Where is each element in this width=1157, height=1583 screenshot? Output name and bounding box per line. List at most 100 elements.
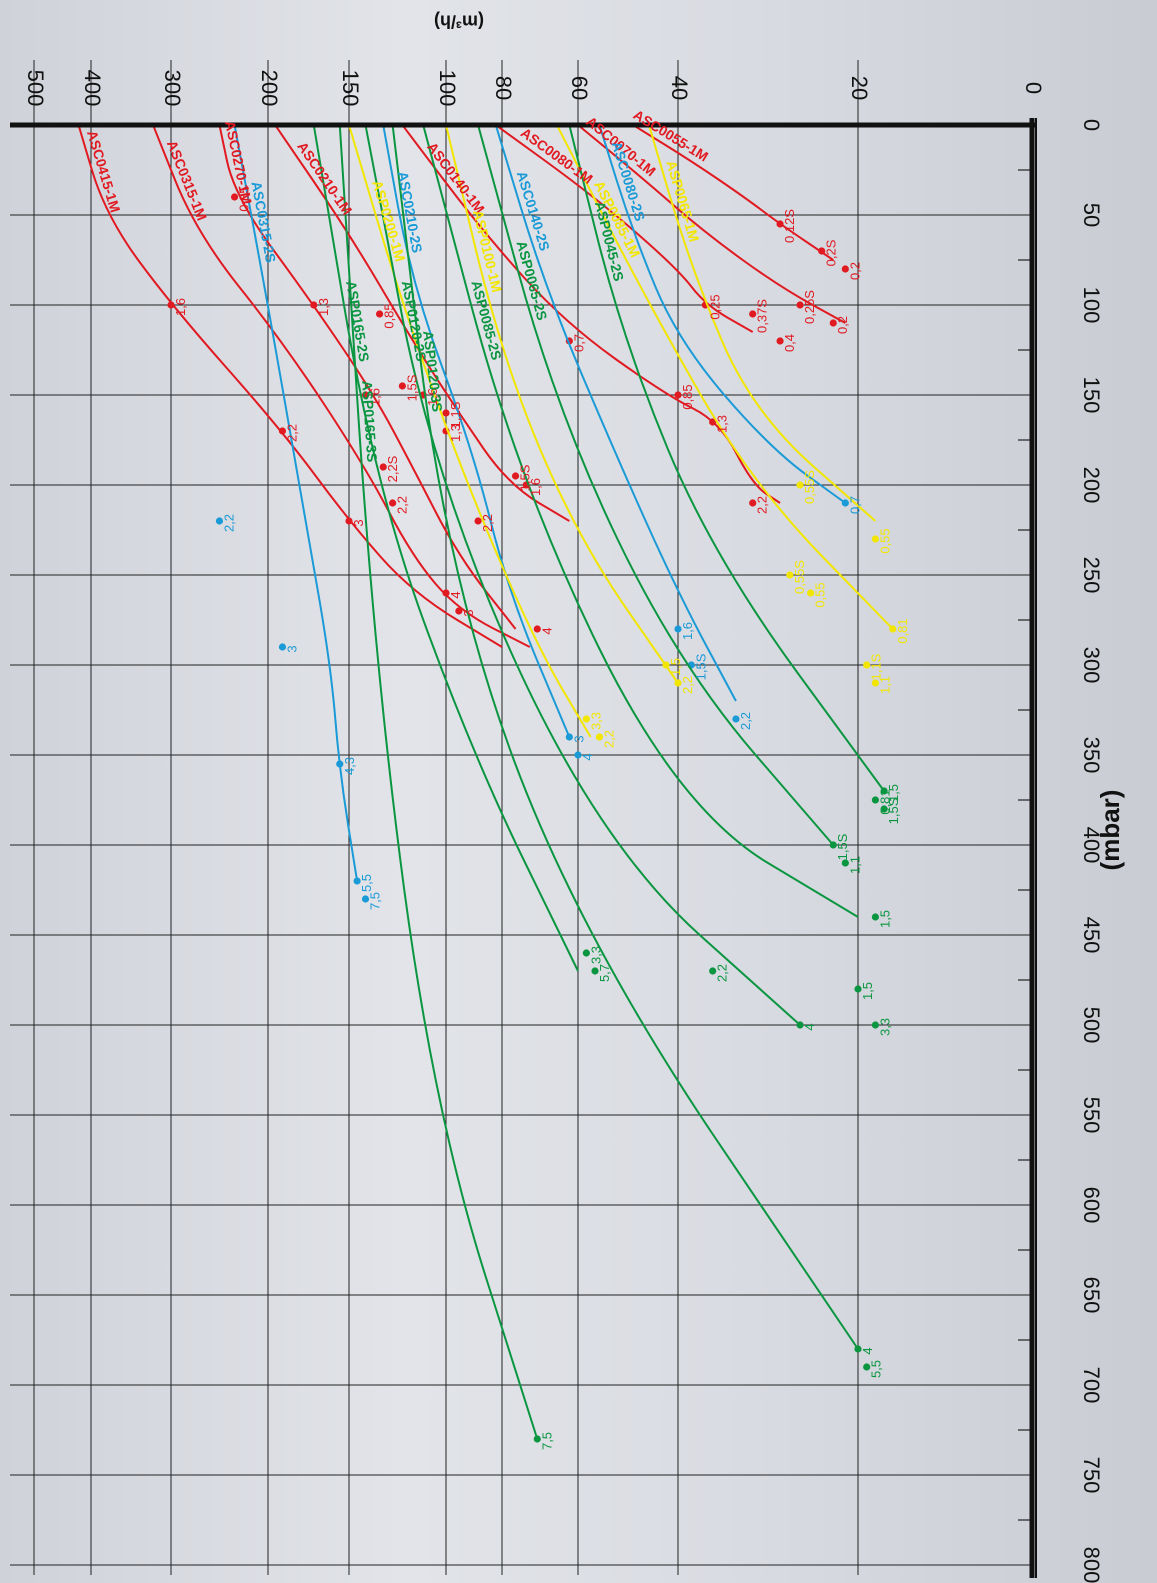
data-point: [278, 643, 287, 651]
data-point: [818, 247, 826, 255]
data-point: [841, 265, 849, 273]
data-point: [807, 589, 815, 597]
data-point: [863, 1363, 871, 1371]
data-point: [375, 310, 384, 318]
data-label: 0,7: [571, 334, 586, 352]
x-tick-label: 500: [1079, 1007, 1104, 1044]
data-point: [776, 337, 784, 345]
data-label: 2,2: [480, 514, 495, 532]
data-point: [574, 751, 582, 759]
data-label: 0,4: [782, 334, 797, 352]
data-label: 1,5S: [518, 464, 533, 491]
y-tick-label: 20: [847, 76, 872, 100]
series-line: [312, 124, 579, 972]
data-label: 3: [461, 609, 476, 616]
data-label: 0,37S: [755, 299, 770, 333]
data-label: 4: [860, 1347, 875, 1354]
curves: [77, 124, 897, 1443]
series-line: [445, 124, 679, 684]
series-line: [598, 124, 846, 504]
x-tick-label: 600: [1079, 1187, 1104, 1224]
data-point: [889, 625, 897, 633]
data-label: 1,5: [886, 784, 901, 802]
x-tick-label: 0: [1079, 119, 1104, 131]
data-label: 5,5: [869, 1360, 884, 1378]
axes: 0501001502002503003504004505005506006507…: [10, 70, 1104, 1583]
x-tick-label: 200: [1079, 467, 1104, 504]
data-point: [776, 220, 784, 228]
data-label: 1,5: [877, 910, 892, 928]
data-point: [310, 301, 318, 309]
series-name: ASC0210-1M: [294, 139, 355, 218]
data-label: 0,12S: [782, 209, 797, 243]
data-point: [871, 535, 880, 543]
data-point: [841, 859, 849, 867]
data-label: 1,6: [528, 478, 543, 496]
data-point: [582, 949, 590, 957]
data-point: [709, 967, 717, 975]
data-label: 3: [351, 519, 366, 526]
data-label: 2,2: [715, 964, 730, 982]
data-point: [511, 472, 520, 480]
x-tick-label: 250: [1079, 557, 1104, 594]
series-line: [632, 124, 834, 261]
data-label: 3,3: [877, 1018, 892, 1036]
data-label: 0,2: [847, 262, 862, 280]
y-tick-label: 200: [257, 70, 282, 107]
series-line: [647, 124, 877, 522]
data-label: 3: [284, 645, 299, 652]
series-line: [577, 124, 846, 324]
data-label: 1,5S: [404, 374, 419, 401]
y-tick-label: 500: [23, 70, 48, 107]
x-axis-title: (mbar): [1095, 790, 1125, 871]
data-point: [841, 499, 849, 507]
data-label: 1,1S: [448, 401, 463, 428]
data-label: 2,2: [284, 424, 299, 442]
x-tick-label: 700: [1079, 1367, 1104, 1404]
data-label: 0,2: [835, 316, 850, 334]
data-label: 1,6: [368, 388, 383, 406]
data-label: 2,2S: [385, 455, 400, 482]
data-point: [353, 877, 361, 885]
data-label: 1,6: [173, 298, 188, 316]
data-label: 0,55: [813, 582, 828, 607]
series-line: [555, 124, 894, 630]
x-tick-label: 300: [1079, 647, 1104, 684]
data-label: 5,5: [359, 874, 374, 892]
labels: (mbar)(m³/h)ASC0055-1M0,12S0,2S0,2ASC007…: [84, 11, 1125, 1450]
data-point: [796, 1021, 804, 1029]
data-point: [674, 679, 682, 687]
data-point: [533, 625, 541, 633]
data-point: [565, 733, 573, 741]
data-label: 1,5S: [886, 797, 901, 824]
y-tick-label: 150: [338, 70, 363, 107]
data-point: [871, 913, 880, 921]
data-point: [455, 607, 463, 615]
data-point: [336, 760, 344, 768]
series-line: [391, 124, 859, 1350]
data-point: [442, 589, 450, 597]
y-tick-label: 40: [667, 76, 692, 100]
data-point: [749, 310, 757, 318]
y-tick-label: 0: [1021, 82, 1046, 94]
series-line: [152, 124, 531, 648]
series-line: [477, 124, 835, 846]
series-name: ASC0140-2S: [514, 169, 553, 253]
series-name: ASC0140-1M: [424, 139, 488, 216]
data-point: [230, 193, 239, 201]
series-line: [568, 124, 885, 792]
data-point: [533, 1435, 541, 1443]
data-label: 0,2S: [824, 239, 839, 266]
data-point: [361, 391, 370, 399]
data-label: 4: [580, 753, 595, 760]
data-label: 1,1: [877, 676, 892, 694]
data-label: 1,6: [425, 388, 440, 406]
data-label: 1,5S: [693, 653, 708, 680]
data-point: [442, 409, 450, 417]
data-point: [880, 805, 888, 813]
data-label: 2,2: [221, 514, 236, 532]
data-point: [786, 571, 794, 579]
data-point: [796, 481, 804, 489]
data-point: [829, 319, 837, 327]
data-label: 4,3: [342, 757, 357, 775]
